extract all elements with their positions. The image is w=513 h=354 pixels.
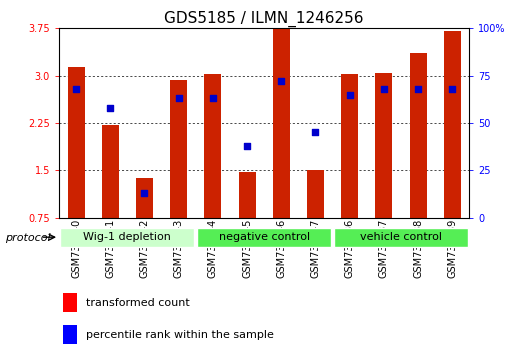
Point	[311, 130, 320, 135]
Bar	[239, 172, 255, 218]
Point	[346, 92, 354, 97]
Point	[277, 79, 285, 84]
Text: vehicle control: vehicle control	[360, 232, 442, 242]
Text: transformed count: transformed count	[86, 298, 189, 308]
Bar	[63, 325, 77, 344]
Bar	[197, 228, 331, 247]
Bar	[170, 80, 187, 218]
Bar	[307, 170, 324, 218]
Text: negative control: negative control	[219, 232, 310, 242]
Bar	[61, 228, 194, 247]
Bar	[63, 293, 77, 312]
Point	[72, 86, 80, 92]
Text: protocol: protocol	[5, 233, 51, 243]
Point	[243, 143, 251, 149]
Bar	[341, 74, 358, 218]
Bar	[334, 228, 468, 247]
Text: percentile rank within the sample: percentile rank within the sample	[86, 330, 273, 339]
Bar	[68, 68, 85, 218]
Bar	[204, 74, 222, 218]
Point	[448, 86, 457, 92]
Point	[414, 86, 422, 92]
Bar	[409, 53, 427, 218]
Bar	[273, 29, 290, 218]
Point	[209, 96, 217, 101]
Bar	[444, 32, 461, 218]
Title: GDS5185 / ILMN_1246256: GDS5185 / ILMN_1246256	[165, 11, 364, 27]
Point	[106, 105, 114, 111]
Bar	[102, 125, 119, 218]
Bar	[136, 178, 153, 218]
Point	[141, 190, 149, 196]
Point	[380, 86, 388, 92]
Bar	[376, 73, 392, 218]
Point	[174, 96, 183, 101]
Text: Wig-1 depletion: Wig-1 depletion	[84, 232, 171, 242]
